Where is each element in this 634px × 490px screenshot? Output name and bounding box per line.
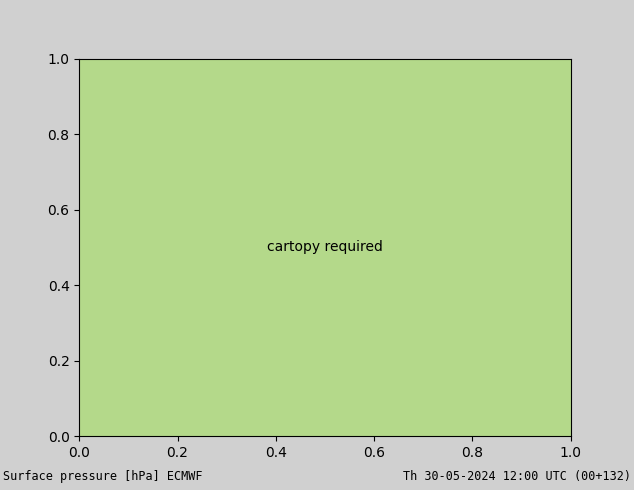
Text: Th 30-05-2024 12:00 UTC (00+132): Th 30-05-2024 12:00 UTC (00+132) bbox=[403, 470, 631, 483]
Text: cartopy required: cartopy required bbox=[267, 241, 383, 254]
Text: Surface pressure [hPa] ECMWF: Surface pressure [hPa] ECMWF bbox=[3, 470, 203, 483]
